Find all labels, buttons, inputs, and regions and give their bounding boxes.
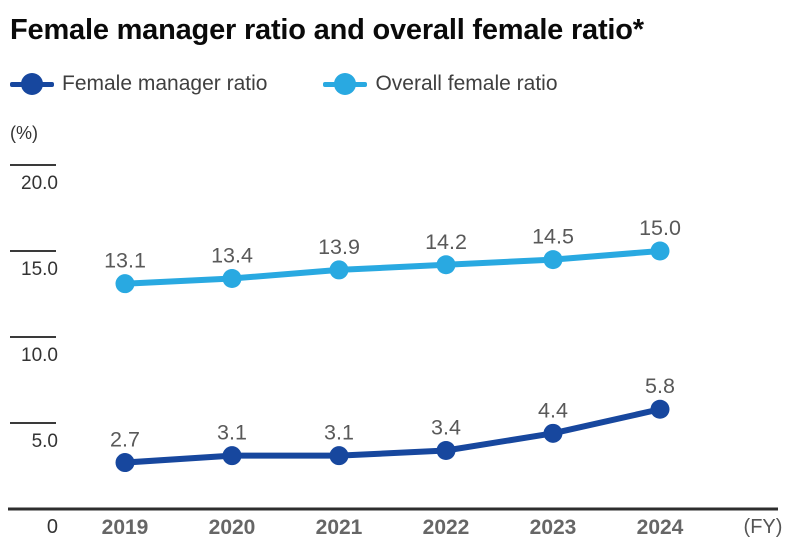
legend-marker-overall-icon — [323, 72, 368, 96]
data-point-marker — [436, 441, 456, 461]
legend-marker-dot — [21, 73, 43, 95]
legend: Female manager ratio Overall female rati… — [10, 72, 558, 96]
x-axis-unit-label: (FY) — [744, 516, 783, 538]
data-point-marker — [329, 446, 349, 466]
data-point-marker — [650, 241, 670, 261]
data-point-marker — [329, 260, 349, 280]
series-line — [122, 406, 663, 466]
chart-title: Female manager ratio and overall female … — [10, 14, 644, 46]
data-label: 3.4 — [431, 416, 461, 440]
y-tick-label: 20.0 — [21, 173, 58, 194]
data-label: 15.0 — [639, 216, 681, 240]
data-label: 13.9 — [318, 235, 360, 259]
y-tick-label: 5.0 — [32, 431, 58, 452]
y-tick-label: 10.0 — [21, 345, 58, 366]
legend-item-overall: Overall female ratio — [323, 72, 558, 96]
legend-item-manager: Female manager ratio — [10, 72, 267, 96]
data-label: 14.2 — [425, 230, 467, 254]
data-point-marker — [543, 250, 563, 270]
y-axis-unit-label: (%) — [10, 123, 38, 143]
data-label: 5.8 — [645, 374, 675, 398]
data-point-marker — [543, 423, 563, 443]
data-label: 3.1 — [217, 421, 247, 445]
origin-label: 0 — [47, 516, 58, 538]
data-point-marker — [222, 446, 242, 466]
data-point-marker — [115, 274, 135, 294]
data-point-marker — [115, 453, 135, 473]
x-tick-label: 2020 — [209, 516, 256, 539]
data-label: 14.5 — [532, 225, 574, 249]
data-label: 4.4 — [538, 398, 568, 422]
data-label: 3.1 — [324, 421, 354, 445]
legend-marker-manager-icon — [10, 72, 54, 96]
data-label: 2.7 — [110, 428, 140, 452]
legend-label-overall: Overall female ratio — [375, 72, 558, 95]
y-tick-label: 15.0 — [21, 259, 58, 280]
x-tick-label: 2024 — [637, 516, 684, 539]
x-tick-label: 2019 — [102, 516, 149, 539]
x-tick-label: 2022 — [423, 516, 470, 539]
data-point-marker — [222, 269, 242, 289]
x-tick-label: 2021 — [316, 516, 363, 539]
data-point-marker — [650, 399, 670, 419]
legend-marker-dot — [334, 73, 357, 95]
data-label: 13.4 — [211, 244, 253, 268]
x-tick-label: 2023 — [530, 516, 577, 539]
data-point-marker — [436, 255, 456, 275]
series-line — [122, 248, 663, 287]
legend-label-manager: Female manager ratio — [62, 72, 268, 95]
data-label: 13.1 — [104, 249, 146, 273]
